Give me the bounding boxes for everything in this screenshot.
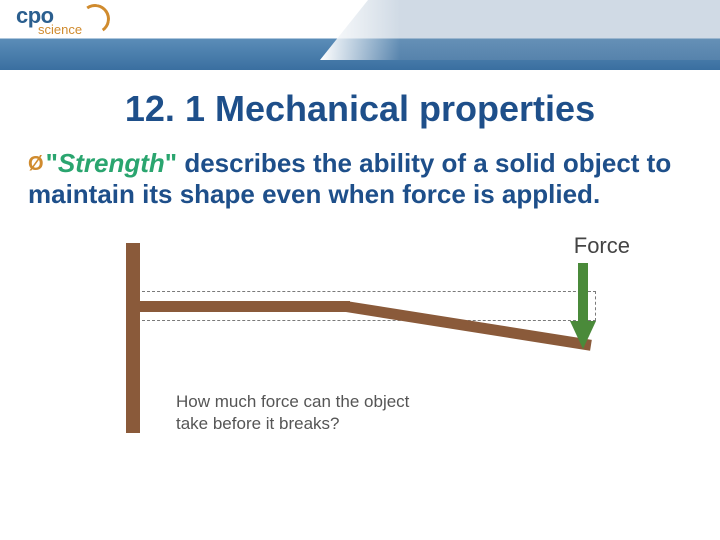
strength-word: Strength xyxy=(58,148,165,178)
header-collage-image xyxy=(320,0,720,60)
caption-line-2: take before it breaks? xyxy=(176,414,339,433)
body-paragraph: Ø"Strength" describes the ability of a s… xyxy=(28,148,692,209)
beam-fixed-segment xyxy=(140,301,350,312)
cpo-logo: cpo science xyxy=(16,6,110,35)
wall xyxy=(126,243,140,433)
force-label: Force xyxy=(574,233,630,259)
open-quote: " xyxy=(46,148,58,178)
slide-title: 12. 1 Mechanical properties xyxy=(0,88,720,130)
logo-text: cpo science xyxy=(16,6,82,35)
caption-line-1: How much force can the object xyxy=(176,392,409,411)
slide-header: cpo science xyxy=(0,0,720,70)
close-quote: " xyxy=(165,148,177,178)
bullet-icon: Ø xyxy=(28,153,44,175)
logo-arc-icon xyxy=(78,1,113,36)
strength-diagram: Force How much force can the object take… xyxy=(90,233,630,463)
force-arrow-icon xyxy=(570,263,596,351)
diagram-caption: How much force can the object take befor… xyxy=(176,391,409,434)
logo-science: science xyxy=(38,24,82,36)
